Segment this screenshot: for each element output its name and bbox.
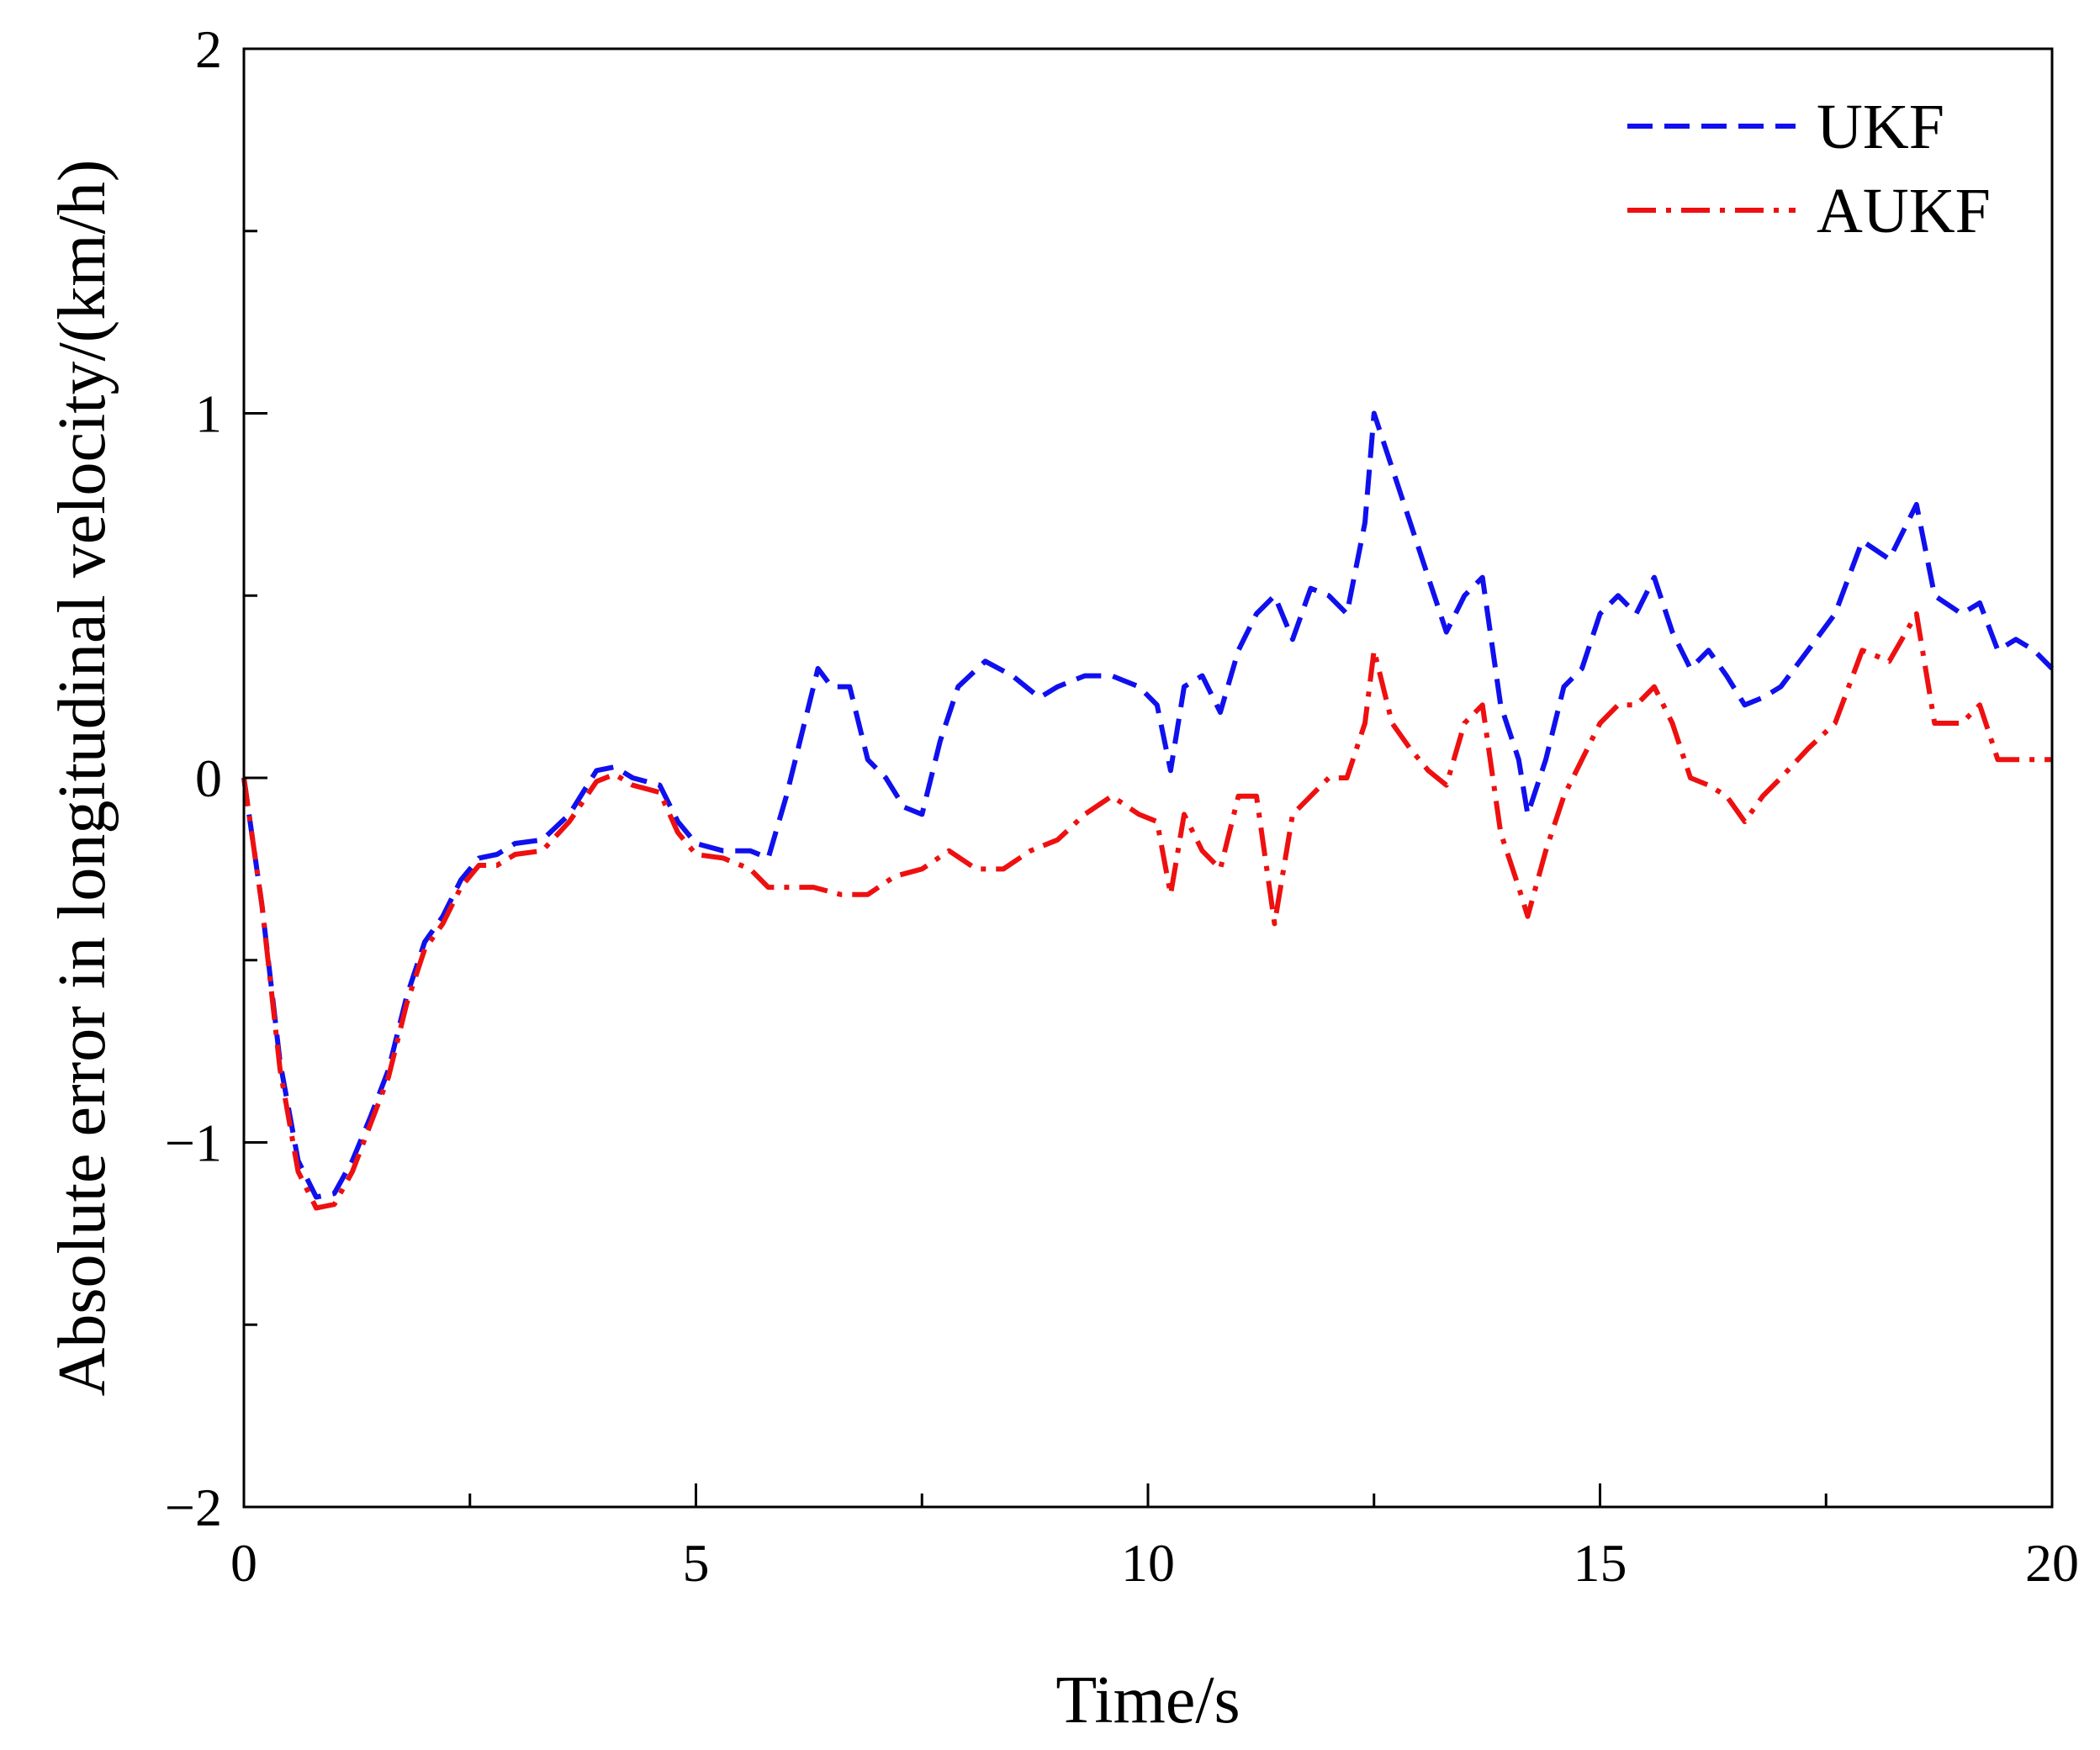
y-tick-label: −1 (165, 1113, 222, 1173)
plot-area (241, 410, 2055, 1211)
x-axis-title: Time/s (1055, 1663, 1240, 1737)
legend: UKF AUKF (1627, 92, 1991, 246)
x-tick-label: 10 (1121, 1533, 1175, 1593)
legend-label-ukf: UKF (1817, 92, 1944, 162)
y-tick-label: 0 (195, 748, 222, 808)
series-line-aukf (241, 611, 2052, 1211)
x-tick-label: 5 (683, 1533, 710, 1593)
axes: 0 5 10 15 20 −2 −1 0 1 2 (165, 19, 2079, 1593)
x-tick-label: 15 (1574, 1533, 1627, 1593)
y-tick-label: 2 (195, 19, 222, 79)
x-tick-label: 0 (230, 1533, 257, 1593)
series-line-ukf (241, 410, 2055, 1200)
x-tick-label: 20 (2025, 1533, 2079, 1593)
y-axis-title: Absolute error in longitudinal velocity/… (45, 160, 119, 1397)
legend-label-aukf: AUKF (1817, 176, 1991, 246)
y-tick-label: −2 (165, 1478, 222, 1537)
y-tick-label: 1 (195, 384, 222, 444)
